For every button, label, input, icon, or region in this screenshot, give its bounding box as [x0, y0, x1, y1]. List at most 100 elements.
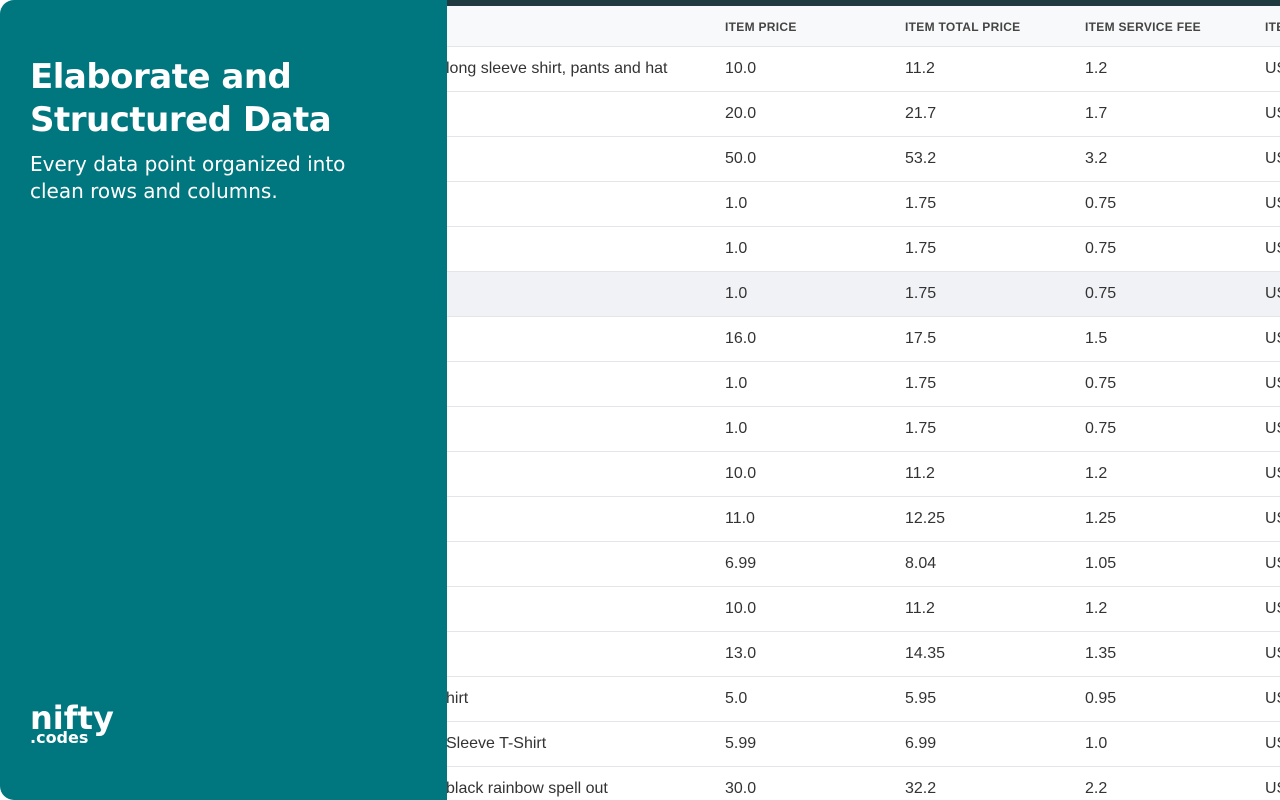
table-cell: 16.0 — [725, 330, 757, 347]
column-header: ITEM PRICE — [725, 20, 797, 34]
table-cell: 50.0 — [725, 150, 757, 167]
table-cell: 17.5 — [905, 330, 937, 347]
table-cell: 11.2 — [905, 600, 935, 617]
data-table: ITEM PRICE ITEM TOTAL PRICE ITEM SERVICE F… — [447, 0, 1280, 800]
table-cell: US — [1265, 375, 1280, 392]
table-cell: 10.0 — [725, 60, 757, 77]
item-name: black rainbow spell out — [447, 780, 608, 797]
table-cell: US — [1265, 600, 1280, 617]
table-cell: 10.0 — [725, 465, 757, 482]
table-cell: US — [1265, 780, 1280, 797]
table-row: black rainbow spell out 30.0 32.2 2.2 US — [447, 767, 1280, 800]
item-name: Sleeve T-Shirt — [447, 735, 547, 752]
table-cell: 5.99 — [725, 735, 757, 752]
table-cell: US — [1265, 285, 1280, 302]
table-cell: 1.75 — [905, 285, 937, 302]
table-cell: 6.99 — [905, 735, 937, 752]
table-cell: 1.0 — [725, 195, 748, 212]
table-cell: 0.75 — [1085, 375, 1117, 392]
table-row: 1.0 1.75 0.75 US — [447, 362, 1280, 407]
table-cell: 30.0 — [725, 780, 757, 797]
table-row: 16.0 17.5 1.5 US — [447, 317, 1280, 362]
table-cell: 1.0 — [1085, 735, 1108, 752]
side-panel: Elaborate and Structured Data Every data… — [0, 0, 447, 800]
table-cell: 0.75 — [1085, 195, 1117, 212]
table-cell: 53.2 — [905, 150, 937, 167]
table-cell: US — [1265, 510, 1280, 527]
table-row: 10.0 11.2 1.2 US — [447, 452, 1280, 497]
table-row: 6.99 8.04 1.05 US — [447, 542, 1280, 587]
table-cell: 1.5 — [1085, 330, 1108, 347]
top-bar — [447, 0, 1280, 6]
table-row: 13.0 14.35 1.35 US — [447, 632, 1280, 677]
table-cell: 1.35 — [1085, 645, 1117, 662]
logo: nifty .codes — [30, 702, 114, 746]
table-row: 20.0 21.7 1.7 US — [447, 92, 1280, 137]
table-cell: 0.75 — [1085, 420, 1117, 437]
logo-name: nifty — [30, 699, 114, 737]
table-cell: 1.25 — [1085, 510, 1117, 527]
table-row: 1.0 1.75 0.75 US — [447, 272, 1280, 317]
table-cell: 3.2 — [1085, 150, 1108, 167]
table-cell: 1.0 — [725, 420, 748, 437]
table-cell: US — [1265, 195, 1280, 212]
table-cell: 0.75 — [1085, 240, 1117, 257]
table-cell: US — [1265, 150, 1280, 167]
table-cell: 0.95 — [1085, 690, 1117, 707]
table-row: 1.0 1.75 0.75 US — [447, 407, 1280, 452]
table-cell: 1.2 — [1085, 465, 1108, 482]
table-cell: 1.75 — [905, 195, 937, 212]
table-row: 1.0 1.75 0.75 US — [447, 227, 1280, 272]
table-cell: US — [1265, 240, 1280, 257]
table-row: 11.0 12.25 1.25 US — [447, 497, 1280, 542]
table-cell: US — [1265, 105, 1280, 122]
table-cell: US — [1265, 555, 1280, 572]
table-cell: 1.0 — [725, 285, 748, 302]
table-cell: US — [1265, 60, 1280, 77]
table-cell: 0.75 — [1085, 285, 1117, 302]
table-cell: 20.0 — [725, 105, 757, 122]
table-cell: 5.95 — [905, 690, 937, 707]
panel-title: Elaborate and Structured Data — [30, 57, 332, 140]
table-cell: 32.2 — [905, 780, 937, 797]
table-cell: 11.2 — [905, 60, 935, 77]
table-cell: 21.7 — [905, 105, 937, 122]
table-cell: 10.0 — [725, 600, 757, 617]
item-name: hirt — [447, 690, 469, 707]
table-cell: 1.75 — [905, 375, 937, 392]
table-cell: US — [1265, 690, 1280, 707]
table-row: Sleeve T-Shirt 5.99 6.99 1.0 US — [447, 722, 1280, 767]
column-header: ITEM SERVICE FEE — [1085, 20, 1201, 34]
table-cell: 5.0 — [725, 690, 748, 707]
table-cell: US — [1265, 735, 1280, 752]
table-cell: 13.0 — [725, 645, 757, 662]
logo-suffix: .codes — [30, 728, 89, 747]
table-cell: 11.0 — [725, 510, 755, 527]
table-row: 1.0 1.75 0.75 US — [447, 182, 1280, 227]
item-name: long sleeve shirt, pants and hat — [447, 60, 668, 77]
table-cell: 11.2 — [905, 465, 935, 482]
table-cell: 1.0 — [725, 375, 748, 392]
table-header: ITEM PRICE ITEM TOTAL PRICE ITEM SERVICE F… — [447, 6, 1280, 47]
table-cell: 1.2 — [1085, 60, 1108, 77]
table-cell: US — [1265, 645, 1280, 662]
table-cell: 1.2 — [1085, 600, 1108, 617]
table-cell: 1.75 — [905, 420, 937, 437]
table-cell: 1.7 — [1085, 105, 1108, 122]
table-cell: 2.2 — [1085, 780, 1108, 797]
table-cell: 1.0 — [725, 240, 748, 257]
table-row: 50.0 53.2 3.2 US — [447, 137, 1280, 182]
table-row: hirt 5.0 5.95 0.95 US — [447, 677, 1280, 722]
table-cell: US — [1265, 420, 1280, 437]
table-cell: US — [1265, 330, 1280, 347]
table-cell: 12.25 — [905, 510, 946, 527]
column-header: ITEM TOTAL PRICE — [905, 20, 1021, 34]
table-cell: 6.99 — [725, 555, 757, 572]
table-cell: 14.35 — [905, 645, 946, 662]
panel-subtitle: Every data point organized into clean ro… — [30, 152, 346, 203]
table-cell: US — [1265, 465, 1280, 482]
table-cell: 1.75 — [905, 240, 937, 257]
column-header: ITE — [1265, 20, 1280, 34]
table-row: long sleeve shirt, pants and hat 10.0 11.2… — [447, 47, 1280, 92]
